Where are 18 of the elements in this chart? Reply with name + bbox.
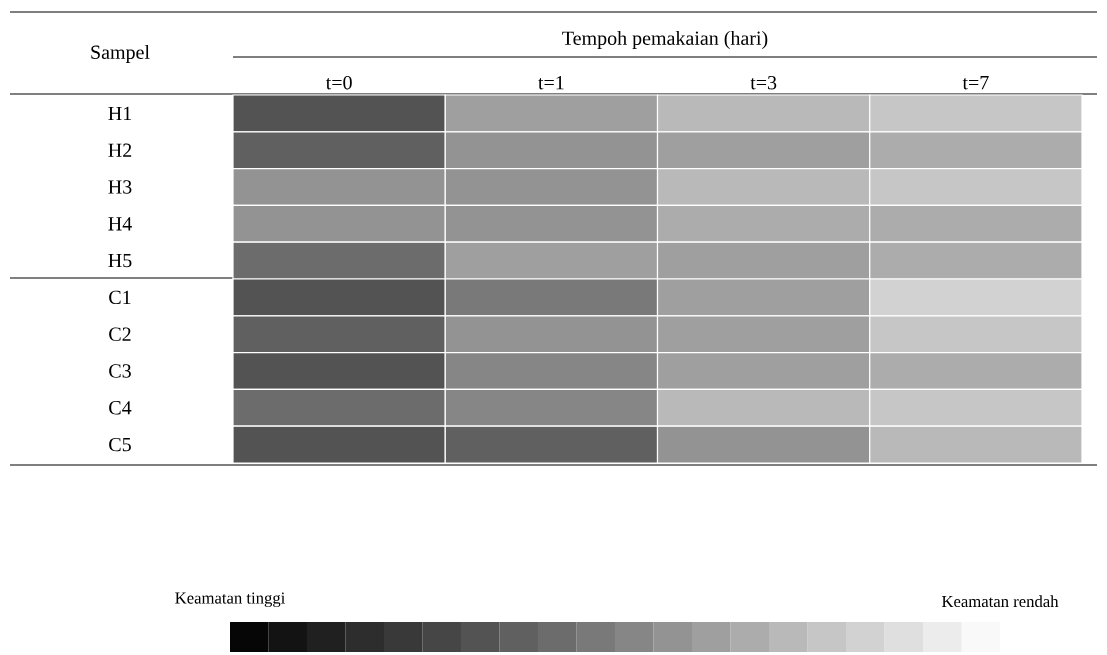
y-tick-label: C2 <box>109 327 131 341</box>
y-tick-label: H2 <box>108 143 132 157</box>
y-tick-label: C5 <box>109 437 131 452</box>
y-tick-label: H3 <box>108 180 132 194</box>
y-axis-title: Sampel <box>91 44 150 64</box>
y-tick-label: C3 <box>109 364 131 378</box>
x-tick-label: t=0 <box>325 75 352 90</box>
x-tick-label: t=7 <box>962 76 989 90</box>
y-tick-label: H5 <box>108 253 132 268</box>
x-axis-title: Tempoh pemakaian (hari) <box>562 30 768 50</box>
y-tick-label: H4 <box>108 217 132 231</box>
x-tick-label: t=3 <box>750 75 777 90</box>
y-tick-label: H1 <box>108 106 132 120</box>
color-bar-label: Keamatan tinggi <box>175 592 285 608</box>
color-bar-label: Keamatan rendah <box>941 595 1059 608</box>
y-tick-label: C4 <box>109 401 132 415</box>
y-tick-label: C1 <box>109 290 131 305</box>
x-tick-label: t=1 <box>538 76 564 90</box>
